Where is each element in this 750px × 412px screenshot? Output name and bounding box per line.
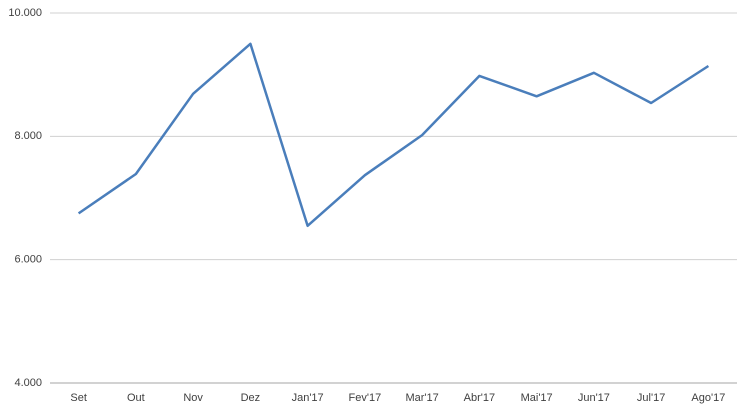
x-tick-label: Mar'17 (405, 392, 438, 404)
y-tick-label: 6.000 (14, 254, 42, 266)
x-tick-label: Mai'17 (521, 392, 553, 404)
y-tick-label: 10.000 (8, 7, 42, 19)
x-tick-label: Fev'17 (349, 392, 382, 404)
data-line (77, 42, 710, 228)
y-tick-label: 4.000 (14, 377, 42, 389)
x-tick-label: Jun'17 (578, 392, 610, 404)
x-tick-label: Nov (183, 392, 203, 404)
x-tick-label: Jul'17 (637, 392, 665, 404)
x-tick-label: Abr'17 (464, 392, 495, 404)
x-tick-label: Jan'17 (292, 392, 324, 404)
y-tick-label: 8.000 (14, 130, 42, 142)
x-tick-label: Dez (241, 392, 261, 404)
x-tick-label: Set (70, 392, 87, 404)
x-tick-label: Out (127, 392, 145, 404)
x-tick-label: Ago'17 (691, 392, 725, 404)
